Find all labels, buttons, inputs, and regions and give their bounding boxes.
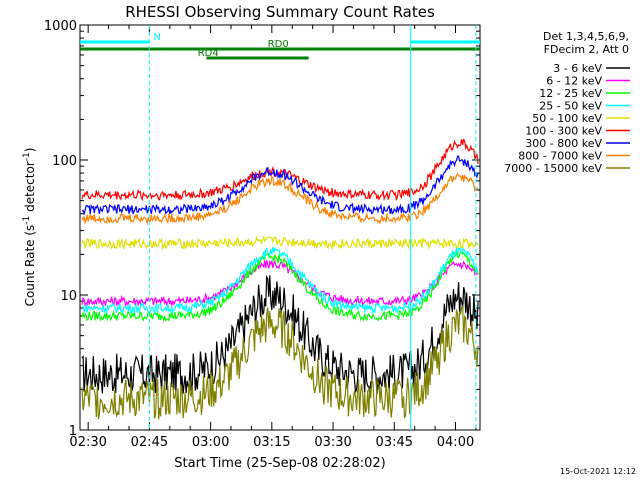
y-tick-label: 1 [69, 424, 77, 439]
y-tick-label: 1000 [44, 19, 77, 34]
y-axis-label-main: Count Rate (s [23, 225, 37, 307]
vertical-markers [148, 25, 477, 430]
x-tick-label: 03:15 [253, 435, 290, 450]
state-bars: N RD0 RD4 [80, 32, 480, 60]
y-axis-label-mid: detector [23, 161, 37, 216]
series-line-6 [81, 155, 479, 216]
legend-label: 100 - 300 keV [525, 125, 602, 138]
legend-label: 7000 - 15000 keV [504, 162, 602, 175]
plot-frame [79, 24, 481, 431]
series-line-3 [81, 245, 479, 315]
y-axis-label: Count Rate (s-1 detector-1) [22, 148, 37, 307]
legend-label: 6 - 12 keV [546, 75, 602, 88]
x-tick-label: 04:00 [437, 435, 474, 450]
footer-date: 15-Oct-2021 12:12 [560, 467, 636, 476]
series-line-7 [81, 172, 479, 226]
series-line-8 [81, 304, 479, 420]
tick-layer: 02:30 02:45 03:00 03:15 03:30 03:45 04:00 1 10 10… [44, 19, 480, 450]
state-bar-label: RD4 [198, 48, 219, 59]
y-axis-label-sup1: -1 [22, 216, 32, 225]
legend-label: 12 - 25 keV [539, 87, 602, 100]
series-layer [81, 138, 479, 420]
x-tick-label: 02:30 [69, 435, 106, 450]
y-tick-label: 100 [52, 154, 77, 169]
chart-title: RHESSI Observing Summary Count Rates [125, 3, 435, 21]
x-tick-label: 03:30 [314, 435, 351, 450]
y-axis-label-end: ) [23, 148, 37, 153]
y-axis-label-sup2: -1 [22, 152, 32, 161]
x-axis-label: Start Time (25-Sep-08 02:28:02) [174, 456, 385, 471]
state-bar-label: RD0 [268, 39, 289, 50]
x-tick-label: 03:45 [376, 435, 413, 450]
x-tick-label: 02:45 [131, 435, 168, 450]
legend-header: Det 1,3,4,5,6,9, [543, 30, 629, 43]
legend-header: FDecim 2, Att 0 [544, 43, 629, 56]
legend-label: 50 - 100 keV [532, 112, 602, 125]
legend-label: 25 - 50 keV [539, 100, 602, 113]
series-line-0 [81, 274, 479, 395]
legend: Det 1,3,4,5,6,9,FDecim 2, Att 0 3 - 6 keV… [504, 30, 630, 175]
legend-label: 800 - 7000 keV [518, 150, 602, 163]
legend-label: 300 - 800 keV [525, 137, 602, 150]
x-tick-label: 03:00 [192, 435, 229, 450]
legend-label: 3 - 6 keV [553, 62, 602, 75]
series-line-5 [81, 138, 479, 202]
state-bar-label: N [153, 32, 160, 43]
series-line-4 [81, 235, 479, 251]
y-tick-label: 10 [60, 289, 77, 304]
series-line-2 [81, 250, 479, 323]
series-line-1 [81, 259, 479, 308]
